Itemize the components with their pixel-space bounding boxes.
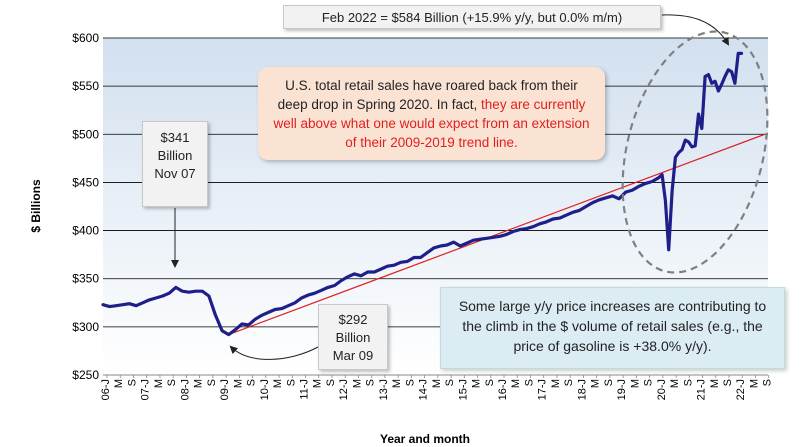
x-tick-label: M xyxy=(272,379,284,388)
x-tick-label: M xyxy=(590,379,602,388)
x-tick-label: 20-J xyxy=(656,379,668,400)
y-tick-label: $600 xyxy=(72,31,99,45)
x-tick-label: S xyxy=(523,379,535,386)
x-tick-label: M xyxy=(748,379,760,388)
x-tick-label: S xyxy=(325,379,337,386)
x-tick-label: 11-J xyxy=(299,379,311,400)
arrow-to-mar09 xyxy=(229,345,319,360)
x-tick-label: 09-J xyxy=(219,379,231,400)
feb22-callout: Feb 2022 = $584 Billion (+15.9% y/y, but… xyxy=(283,5,661,29)
retail-sales-line xyxy=(101,51,744,337)
price-note: Some large y/y price increases are contr… xyxy=(440,287,785,369)
x-tick-label: M xyxy=(153,379,165,388)
trough-unit: Billion xyxy=(335,330,371,345)
x-tick-label: 17-J xyxy=(537,379,549,400)
x-tick-label: S xyxy=(682,379,694,386)
x-axis-ticks: 06-J M S 07-J M S 08-J M S 09-J M S 10-J M S 11-J M S 12-J… xyxy=(100,375,774,400)
x-tick-label: 22-J xyxy=(735,379,747,400)
x-tick-label: M xyxy=(431,379,443,388)
y-tick-label: $350 xyxy=(72,272,99,286)
x-tick-label: S xyxy=(762,379,774,386)
x-tick-label: S xyxy=(722,379,734,386)
x-tick-label: S xyxy=(285,379,297,386)
x-tick-label: M xyxy=(193,379,205,388)
x-tick-label: S xyxy=(365,379,377,386)
x-tick-label: M xyxy=(550,379,562,388)
x-tick-label: S xyxy=(563,379,575,386)
recovery-note: U.S. total retail sales have roared back… xyxy=(258,67,605,160)
x-tick-label: M xyxy=(669,379,681,388)
x-tick-label: S xyxy=(404,379,416,386)
x-tick-label: M xyxy=(471,379,483,388)
trough-value: $292 xyxy=(338,312,368,327)
x-tick-label: S xyxy=(246,379,258,386)
y-axis-title: $ Billions xyxy=(29,179,43,233)
y-axis-ticks: $250 $300 $350 $400 $450 $500 $550 $600 xyxy=(72,31,99,382)
x-tick-label: M xyxy=(351,379,363,388)
peak-value: $341 xyxy=(160,130,190,145)
x-tick-label: 10-J xyxy=(259,379,271,400)
x-tick-label: M xyxy=(709,379,721,388)
x-tick-label: S xyxy=(484,379,496,386)
y-tick-label: $450 xyxy=(72,175,99,189)
x-tick-label: 16-J xyxy=(497,379,509,400)
y-tick-label: $500 xyxy=(72,127,99,141)
x-tick-label: 08-J xyxy=(179,379,191,400)
x-tick-label: 12-J xyxy=(338,379,350,400)
trough-callout: $292 Billion Mar 09 xyxy=(318,304,388,370)
x-axis-title: Year and month xyxy=(380,432,470,446)
series-layer xyxy=(101,51,765,337)
x-tick-label: 06-J xyxy=(100,379,112,400)
x-tick-label: M xyxy=(113,379,125,388)
x-tick-label: 07-J xyxy=(140,379,152,400)
recovery-note-text: U.S. total retail sales have roared back… xyxy=(277,78,578,112)
x-tick-label: M xyxy=(312,379,324,388)
x-tick-label: S xyxy=(643,379,655,386)
x-tick-label: S xyxy=(126,379,138,386)
x-tick-label: 15-J xyxy=(457,379,469,400)
x-tick-label: S xyxy=(444,379,456,386)
x-tick-label: S xyxy=(206,379,218,386)
y-tick-label: $300 xyxy=(72,320,99,334)
arrow-to-feb22 xyxy=(661,14,730,46)
y-tick-label: $550 xyxy=(72,79,99,93)
peak-callout: $341 Billion Nov 07 xyxy=(142,121,208,207)
x-tick-label: 18-J xyxy=(576,379,588,400)
x-tick-label: S xyxy=(166,379,178,386)
peak-unit: Billion xyxy=(157,148,193,163)
x-tick-label: 13-J xyxy=(378,379,390,400)
trough-date: Mar 09 xyxy=(332,348,374,363)
x-tick-label: S xyxy=(603,379,615,386)
x-tick-label: 19-J xyxy=(616,379,628,400)
x-tick-label: 14-J xyxy=(418,379,430,400)
y-tick-label: $400 xyxy=(72,224,99,238)
x-tick-label: M xyxy=(510,379,522,388)
peak-date: Nov 07 xyxy=(154,166,196,181)
x-tick-label: 21-J xyxy=(696,379,708,400)
x-tick-label: M xyxy=(391,379,403,388)
x-tick-label: M xyxy=(232,379,244,388)
highlight-ellipse xyxy=(621,30,769,274)
recovery-note-emphasis: they are currently well above what one w… xyxy=(273,97,590,150)
x-tick-label: M xyxy=(629,379,641,388)
y-tick-label: $250 xyxy=(72,368,99,382)
